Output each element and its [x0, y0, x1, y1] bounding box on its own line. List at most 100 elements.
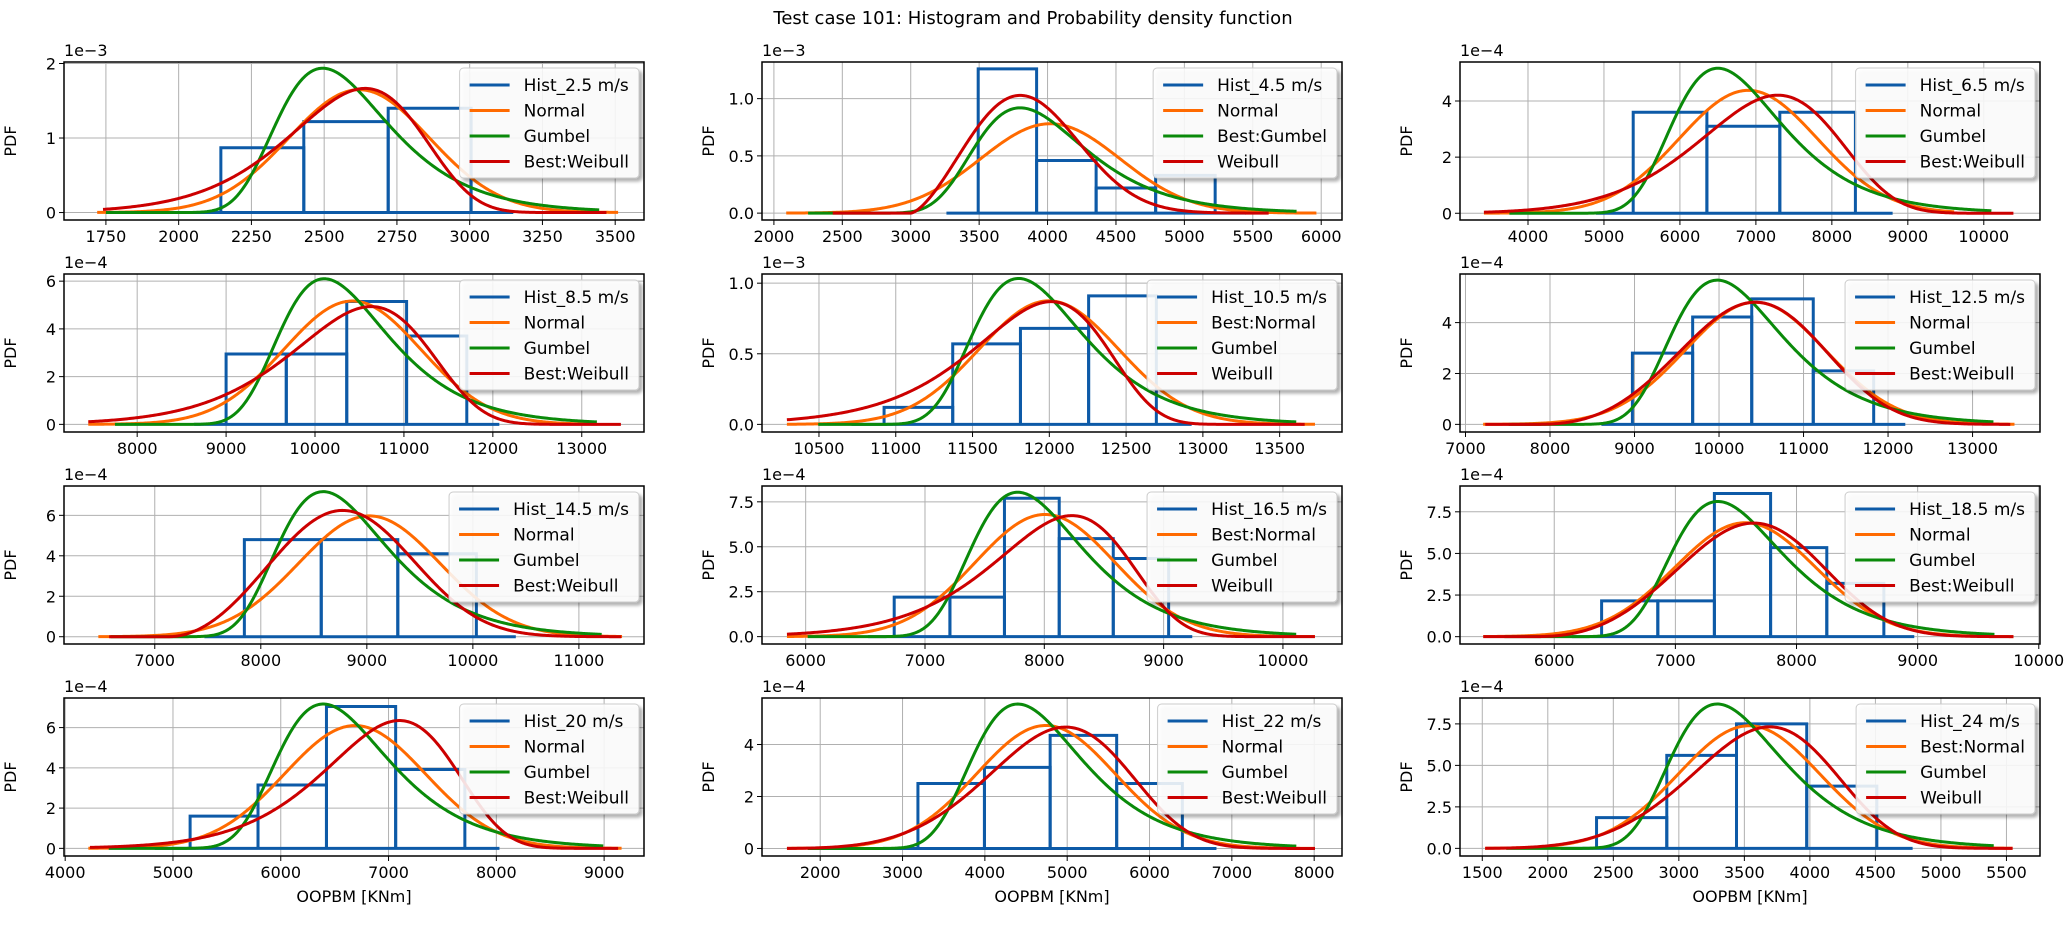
x-tick-label: 12000 [1024, 439, 1075, 458]
y-tick-label: 4 [1442, 92, 1452, 111]
x-tick-label: 4000 [1790, 863, 1831, 882]
y-tick-label: 2 [46, 587, 56, 606]
x-tick-label: 10000 [1694, 439, 1745, 458]
plot-area [98, 490, 623, 639]
gumbel-pdf-curve [1509, 66, 1992, 215]
plot-area [1482, 278, 2015, 426]
weibull-pdf-curve [832, 93, 1270, 215]
axes-frame [1459, 485, 2041, 645]
legend-label: Hist_22 m/s [1222, 712, 1322, 732]
legend-label: Gumbel [524, 339, 590, 359]
x-tick-label: 8000 [117, 439, 158, 458]
histogram-bar [386, 106, 473, 213]
axes-frame [63, 61, 645, 221]
legend-label: Gumbel [1909, 551, 1975, 571]
figure-title: Test case 101: Histogram and Probability… [772, 8, 1292, 29]
legend: Hist_18.5 m/s Normal Gumbel Best:Weibull [1844, 491, 2036, 603]
gumbel-pdf-curve [807, 702, 1297, 850]
y-offset-text: 1e−4 [64, 677, 108, 696]
legend-label: Best:Weibull [524, 789, 629, 809]
x-tick-label: 11000 [870, 439, 921, 458]
weibull-pdf-curve [108, 508, 622, 639]
x-tick-label: 12500 [1101, 439, 1152, 458]
x-tick-label: 7000 [1445, 439, 1486, 458]
legend-label: Hist_20 m/s [524, 712, 624, 732]
legend-label: Normal [513, 526, 575, 546]
y-tick-label: 1.0 [729, 90, 754, 109]
y-offset-text: 1e−3 [64, 41, 108, 60]
x-tick-label: 11500 [947, 439, 998, 458]
x-tick-label: 9000 [1614, 439, 1655, 458]
legend: Hist_14.5 m/s Normal Gumbel Best:Weibull [448, 491, 640, 603]
legend-label: Gumbel [1211, 339, 1277, 359]
plot-area [786, 490, 1316, 639]
axes-frame [761, 697, 1343, 857]
histogram-bar [1048, 733, 1119, 849]
x-tick-label: 3000 [449, 227, 490, 246]
histogram-bar [1735, 722, 1809, 849]
legend-label: Gumbel [524, 127, 590, 147]
y-tick-label: 2.5 [1427, 586, 1452, 605]
legend-label: Gumbel [1211, 551, 1277, 571]
legend-label: Best:Normal [1211, 526, 1316, 546]
weibull-pdf-curve [88, 305, 622, 426]
histogram-bar [882, 405, 955, 425]
legend-label: Weibull [1217, 153, 1279, 173]
histogram-bar [1778, 110, 1857, 214]
x-tick-label: 2500 [822, 227, 863, 246]
legend-label: Hist_18.5 m/s [1909, 500, 2025, 520]
legend-label: Normal [524, 102, 586, 122]
subplot-hist-8.5-m-s: 8000 9000 10000 11000 12000 13000 0 2 4 6 1e−4 PDF H… [1, 253, 645, 458]
gumbel-pdf-curve [807, 490, 1297, 639]
y-tick-label: 0 [46, 628, 56, 647]
x-tick-label: 11000 [1778, 439, 1829, 458]
subplot-hist-2.5-m-s: 1750 2000 2250 2500 2750 3000 3250 3500 0 1 2 1e−3 P… [1, 41, 645, 246]
legend-label: Best:Gumbel [1217, 127, 1327, 147]
legend: Hist_2.5 m/s Normal Gumbel Best:Weibull [459, 67, 640, 179]
histogram-bar [319, 538, 400, 637]
weibull-pdf-curve [102, 86, 607, 215]
histogram-bar [1115, 781, 1184, 849]
x-tick-label: 2500 [304, 227, 345, 246]
legend-label: Gumbel [524, 763, 590, 783]
x-axis-label: OOPBM [KNm] [1692, 887, 1807, 906]
y-tick-label: 2.5 [729, 583, 754, 602]
legend-label: Best:Weibull [513, 577, 618, 597]
x-tick-label: 3500 [1724, 863, 1765, 882]
plot-area [1483, 491, 2014, 639]
legend-label: Normal [1217, 102, 1279, 122]
y-tick-label: 0.0 [1427, 839, 1452, 858]
subplot-hist-6.5-m-s: 4000 5000 6000 7000 8000 9000 10000 0 2 4 1e−4 PDF H… [1397, 41, 2041, 246]
plot-area [786, 67, 1317, 215]
y-tick-label: 2 [744, 787, 754, 806]
x-tick-label: 5000 [1164, 227, 1205, 246]
x-tick-label: 3500 [595, 227, 636, 246]
y-axis-label: PDF [699, 761, 718, 792]
x-tick-label: 7000 [1655, 651, 1696, 670]
legend: Hist_22 m/s Normal Gumbel Best:Weibull [1157, 703, 1338, 815]
x-tick-label: 2250 [231, 227, 272, 246]
histogram-bar [1656, 599, 1716, 637]
weibull-pdf-curve [786, 514, 1316, 639]
legend-box [1855, 703, 2036, 815]
legend-label: Gumbel [1920, 763, 1986, 783]
x-tick-label: 9000 [584, 863, 625, 882]
histogram-bar [1712, 491, 1773, 637]
x-tick-label: 4000 [45, 863, 86, 882]
legend-label: Gumbel [1222, 763, 1288, 783]
x-tick-label: 3000 [1658, 863, 1699, 882]
histogram-bar [976, 67, 1039, 214]
plot-area [1483, 66, 2014, 215]
x-tick-label: 7000 [368, 863, 409, 882]
legend: Hist_4.5 m/s Normal Best:Gumbel Weibull [1152, 67, 1338, 179]
y-tick-label: 2 [46, 799, 56, 818]
legend-box [1844, 279, 2036, 391]
x-tick-label: 3000 [882, 863, 923, 882]
legend-label: Best:Weibull [1222, 789, 1327, 809]
y-offset-text: 1e−4 [1460, 465, 1504, 484]
legend-box [1146, 491, 1338, 603]
y-tick-label: 7.5 [1427, 503, 1452, 522]
y-tick-label: 0.0 [1427, 628, 1452, 647]
y-tick-label: 0 [1442, 415, 1452, 434]
normal-pdf-curve [786, 122, 1317, 215]
